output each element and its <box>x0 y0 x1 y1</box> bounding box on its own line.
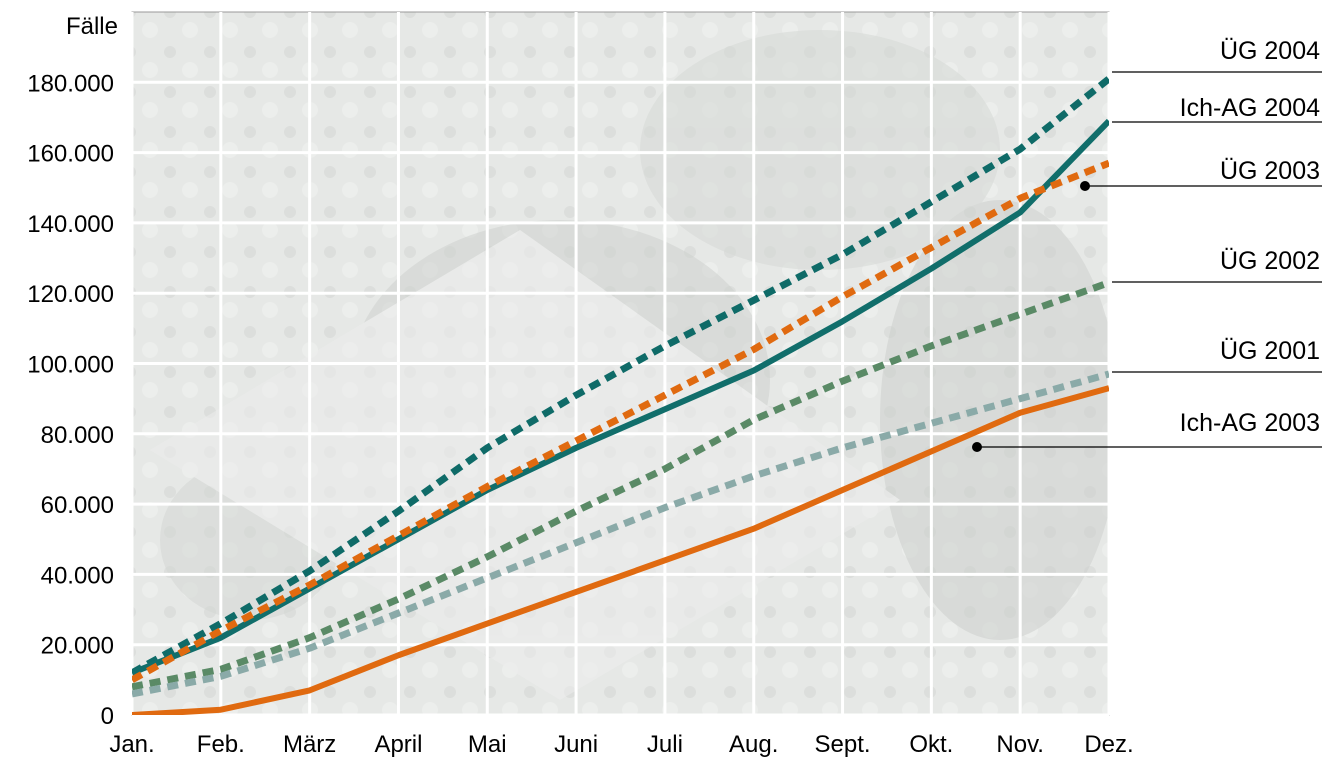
x-tick-label: März <box>283 731 336 758</box>
series-line <box>132 370 1109 698</box>
series-line <box>132 385 1109 715</box>
legend-label: Ich-AG 2004 <box>1180 94 1320 122</box>
series-line <box>132 159 1109 683</box>
y-tick-label: 20.000 <box>41 633 114 660</box>
y-tick-label: 120.000 <box>27 281 114 308</box>
legend-leader-dot <box>1080 181 1090 191</box>
x-tick-label: Juli <box>647 731 683 758</box>
x-tick-label: Mai <box>468 731 507 758</box>
legend-label: Ich-AG 2003 <box>1180 409 1320 437</box>
y-tick-label: 60.000 <box>41 492 114 519</box>
series-line <box>132 279 1109 691</box>
x-tick-label: Feb. <box>197 731 245 758</box>
background-photo-shape <box>880 200 1109 640</box>
background-photo-shape <box>150 230 900 700</box>
x-tick-label: Jan. <box>109 731 154 758</box>
series-layer <box>132 76 1109 715</box>
x-tick-label: Dez. <box>1084 731 1133 758</box>
y-tick-label: 180.000 <box>27 70 114 97</box>
x-tick-label: Juni <box>554 731 598 758</box>
y-tick-label: 160.000 <box>27 141 114 168</box>
legend-label: ÜG 2002 <box>1220 247 1320 275</box>
y-tick-label: 100.000 <box>27 352 114 379</box>
legend-leader-dot <box>972 442 982 452</box>
y-tick-label: 40.000 <box>41 562 114 589</box>
legend-label: ÜG 2001 <box>1220 337 1320 365</box>
x-axis: Jan. Feb. März April Mai Juni Juli Aug. Sept. Okt… <box>109 731 1133 758</box>
y-axis-label: Fälle <box>66 13 118 40</box>
y-axis: Fälle 0 20.000 40.000 60.000 80.000 100.000 12… <box>27 13 118 730</box>
x-tick-label: Aug. <box>729 731 778 758</box>
legend-label: ÜG 2004 <box>1220 37 1320 65</box>
series-line <box>132 118 1109 676</box>
background-photo-shape <box>640 30 1000 270</box>
y-tick-label: 140.000 <box>27 211 114 238</box>
grid-lines <box>130 12 1111 717</box>
x-tick-label: Okt. <box>909 731 953 758</box>
series-line <box>132 76 1109 676</box>
x-tick-label: April <box>374 731 422 758</box>
y-tick-label: 80.000 <box>41 422 114 449</box>
legend: ÜG 2004 Ich-AG 2004 ÜG 2003 ÜG 2002 ÜG 2001 I… <box>972 37 1322 452</box>
x-tick-label: Nov. <box>996 731 1044 758</box>
x-tick-label: Sept. <box>815 731 871 758</box>
legend-label: ÜG 2003 <box>1220 157 1320 185</box>
y-tick-label: 0 <box>101 703 114 730</box>
